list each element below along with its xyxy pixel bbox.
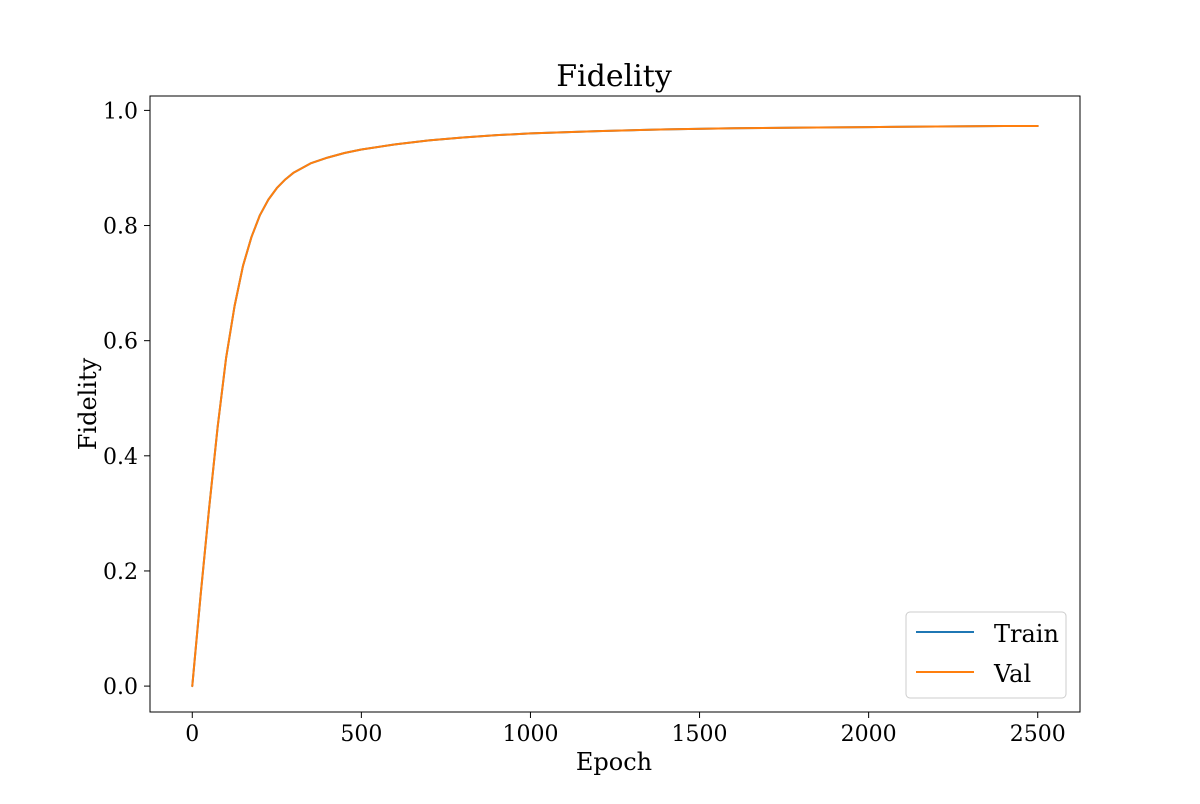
y-tick-label: 1.0 — [103, 99, 138, 124]
y-axis-label: Fidelity — [74, 357, 102, 450]
y-axis: 0.0 0.2 0.4 0.6 0.8 1.0 — [103, 99, 150, 700]
x-tick-label: 0 — [185, 722, 199, 747]
x-axis: 0 500 1000 1500 2000 2500 — [185, 712, 1066, 747]
x-tick-label: 2500 — [1010, 722, 1066, 747]
y-tick-label: 0.2 — [103, 560, 138, 585]
legend-box — [905, 611, 1067, 699]
legend-train-label: Train — [994, 620, 1059, 648]
x-tick-label: 1000 — [502, 722, 558, 747]
x-tick-label: 2000 — [841, 722, 897, 747]
x-axis-label: Epoch — [576, 748, 652, 776]
y-tick-label: 0.0 — [103, 675, 138, 700]
legend-val-label: Val — [993, 660, 1031, 688]
x-tick-label: 1500 — [672, 722, 728, 747]
x-tick-label: 500 — [340, 722, 382, 747]
legend: Train Val — [905, 611, 1067, 699]
y-tick-label: 0.8 — [103, 215, 138, 240]
series-line-val — [191, 124, 1039, 688]
y-tick-label: 0.4 — [103, 445, 138, 470]
chart-title: Fidelity — [556, 59, 672, 94]
y-tick-label: 0.6 — [103, 330, 138, 355]
plot-area — [149, 95, 1081, 713]
plot-frame — [149, 95, 1081, 713]
